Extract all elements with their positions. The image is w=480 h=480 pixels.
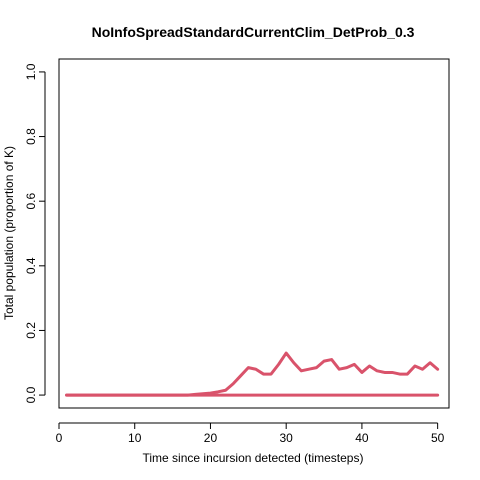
- y-axis-label: Total population (proportion of K): [2, 146, 16, 320]
- y-tick-label: 0.0: [24, 386, 38, 403]
- y-tick-label: 1.0: [24, 63, 38, 80]
- y-tick-label: 0.6: [24, 193, 38, 210]
- x-tick-label: 20: [204, 431, 218, 445]
- x-axis: 0 10 20 30 40 50: [56, 422, 445, 445]
- series-line-1: [65, 351, 440, 397]
- y-tick-label: 0.4: [24, 257, 38, 274]
- x-tick-label: 50: [431, 431, 445, 445]
- x-axis-label: Time since incursion detected (timesteps…: [143, 451, 364, 465]
- y-axis: 0.0 0.2 0.4 0.6 0.8 1.0: [24, 63, 46, 403]
- plot-lines: [65, 351, 440, 397]
- x-tick-label: 30: [280, 431, 294, 445]
- x-tick-label: 40: [355, 431, 369, 445]
- chart-title: NoInfoSpreadStandardCurrentClim_DetProb_…: [92, 24, 415, 40]
- plot-frame: [58, 58, 450, 409]
- y-tick-label: 0.8: [24, 128, 38, 145]
- x-tick-label: 0: [56, 431, 63, 445]
- y-tick-label: 0.2: [24, 322, 38, 339]
- x-tick-label: 10: [128, 431, 142, 445]
